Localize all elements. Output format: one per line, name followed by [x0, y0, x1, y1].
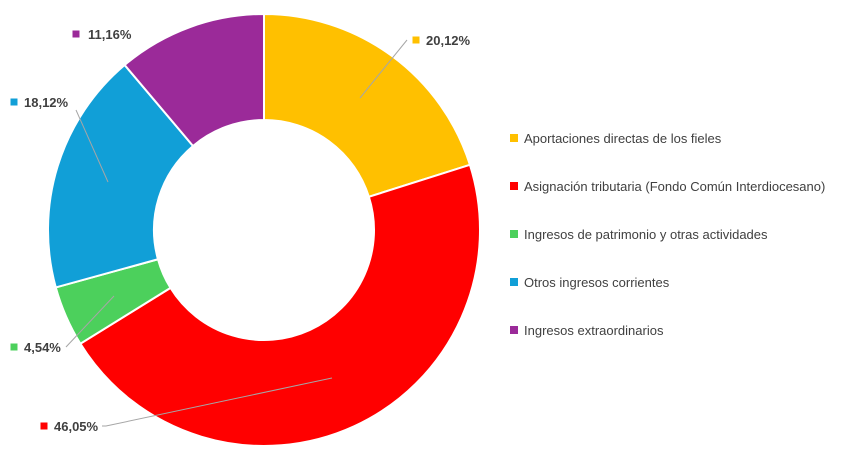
- slice-5: [123, 12, 265, 148]
- data-label-marker-3: [10, 343, 18, 351]
- data-label-3: 4,54%: [24, 340, 61, 355]
- legend-item-3: Ingresos de patrimonio y otras actividad…: [510, 210, 825, 258]
- data-label-marker-1: [412, 36, 420, 44]
- legend-item-1: Aportaciones directas de los fieles: [510, 114, 825, 162]
- data-label-2: 46,05%: [54, 419, 99, 434]
- data-label-marker-5: [72, 30, 80, 38]
- slice-4: [47, 63, 195, 289]
- legend-label: Otros ingresos corrientes: [524, 274, 670, 290]
- legend-label: Ingresos de patrimonio y otras actividad…: [524, 226, 768, 242]
- donut-slices: [47, 12, 481, 447]
- legend: Aportaciones directas de los fieles Asign…: [510, 114, 825, 354]
- legend-item-2: Asignación tributaria (Fondo Común Inter…: [510, 162, 825, 210]
- data-label-4: 18,12%: [24, 95, 69, 110]
- data-labels: 20,12% 46,05% 4,54% 18,12% 11,16%: [10, 27, 471, 434]
- legend-item-4: Otros ingresos corrientes: [510, 258, 825, 306]
- legend-label: Asignación tributaria (Fondo Común Inter…: [524, 178, 826, 194]
- leader-line-4: [75, 109, 109, 183]
- leader-line-2: [102, 377, 333, 427]
- leader-line-1: [359, 39, 408, 99]
- legend-swatch: [510, 182, 518, 190]
- legend-swatch: [510, 278, 518, 286]
- leader-lines: [65, 39, 408, 427]
- slice-1: [263, 12, 472, 199]
- legend-swatch: [510, 230, 518, 238]
- legend-swatch: [510, 326, 518, 334]
- slice-2: [78, 163, 481, 447]
- data-label-marker-2: [40, 422, 48, 430]
- data-label-5: 11,16%: [88, 27, 132, 42]
- leader-line-3: [65, 295, 115, 348]
- legend-item-5: Ingresos extraordinarios: [510, 306, 825, 354]
- data-label-marker-4: [10, 98, 18, 106]
- legend-swatch: [510, 134, 518, 142]
- legend-label: Ingresos extraordinarios: [524, 322, 664, 338]
- data-label-1: 20,12%: [426, 33, 471, 48]
- legend-label: Aportaciones directas de los fieles: [524, 130, 722, 146]
